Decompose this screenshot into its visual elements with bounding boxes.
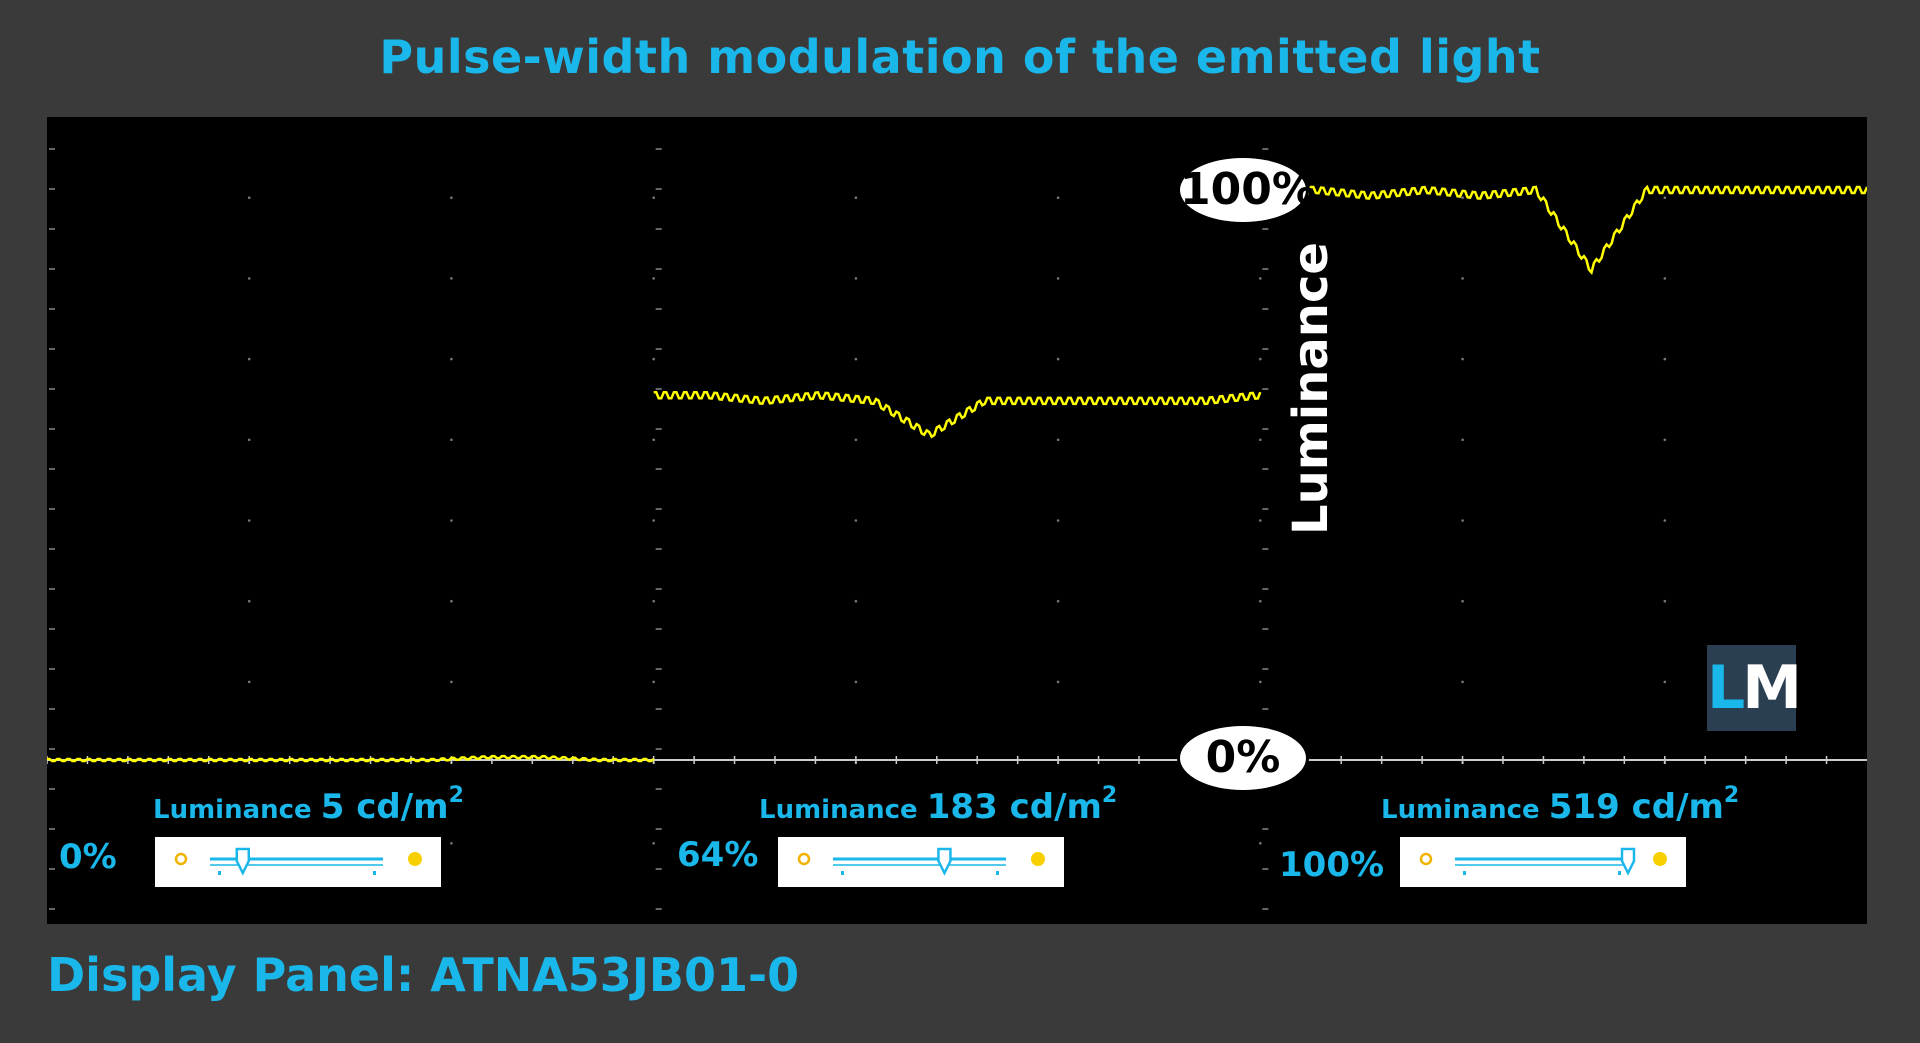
slider-graphic [174, 847, 422, 876]
grid-dot [450, 277, 453, 280]
grid-dot [1056, 277, 1060, 280]
grid-dot [247, 196, 251, 199]
grid-dot [652, 277, 655, 280]
grid-dot [450, 842, 453, 845]
grid-dot [450, 519, 453, 522]
grid-dot [1259, 842, 1262, 845]
grid-dot [1663, 680, 1667, 684]
brightness-label-3: 100% [1279, 845, 1385, 885]
slider-tick [1463, 871, 1466, 875]
grid-dot [1663, 357, 1667, 361]
brightness-slider-2 [778, 837, 1064, 887]
grid-dot [652, 196, 655, 199]
grid-dot [450, 680, 453, 684]
grid-dot [1663, 519, 1667, 522]
brightness-label-1: 0% [59, 837, 117, 877]
grid-dot [1056, 680, 1060, 684]
slider-knob [937, 847, 952, 876]
grid-dot [1056, 519, 1060, 522]
y-axis-label: Luminance [1283, 242, 1339, 535]
slider-tick [996, 871, 999, 875]
grid-dot [652, 599, 655, 603]
sun-dim-icon [1419, 852, 1433, 866]
slider-tick [1618, 871, 1621, 875]
oscilloscope-plot: 100% 0% Luminance LM Luminance 5 cd/m2 0… [47, 117, 1867, 924]
grid-dot [652, 680, 655, 684]
grid-dot [1663, 438, 1667, 442]
chart-title: Pulse-width modulation of the emitted li… [379, 30, 1541, 84]
grid-dot [450, 196, 453, 199]
grid-dot [1461, 438, 1464, 442]
grid-dot [854, 277, 858, 280]
grid-dot [1259, 519, 1262, 522]
grid-dot [1259, 599, 1262, 603]
slider-tick [218, 871, 221, 875]
brightness-label-2: 64% [677, 835, 759, 875]
luminance-label-3: Luminance 519 cd/m2 [1381, 783, 1740, 827]
grid-dot [1056, 196, 1060, 199]
display-panel-label: Display Panel: ATNA53JB01-0 [47, 948, 800, 1002]
grid-dot [1461, 357, 1464, 361]
grid-dot [450, 357, 453, 361]
trace-line-1 [47, 754, 655, 763]
sun-bright-icon [408, 852, 422, 866]
grid-dot [1461, 277, 1464, 280]
slider-tick [841, 871, 844, 875]
y-zero-label: 0% [1177, 723, 1309, 793]
brightness-slider-1 [155, 837, 441, 887]
grid-dot [247, 680, 251, 684]
grid-dot [1461, 519, 1464, 522]
grid-dot [854, 680, 858, 684]
slider-knob [1620, 847, 1636, 876]
sun-bright-icon [1031, 852, 1045, 866]
grid-dot [854, 196, 858, 199]
plot-svg [47, 148, 1867, 910]
grid-dot [247, 277, 251, 280]
grid-dot [247, 357, 251, 361]
brightness-slider-3 [1400, 837, 1686, 887]
grid-dot [652, 357, 655, 361]
grid-dot [247, 599, 251, 603]
lm-logo: LM [1707, 645, 1802, 731]
grid-dot [652, 438, 655, 442]
slider-graphic [1419, 847, 1667, 876]
luminance-label-1: Luminance 5 cd/m2 [153, 783, 464, 827]
sun-bright-icon [1653, 852, 1667, 866]
trace-line-3 [1260, 184, 1867, 276]
grid-dot [450, 599, 453, 603]
grid-dot [854, 519, 858, 522]
grid-dot [652, 842, 655, 845]
grid-dot [1259, 357, 1262, 361]
grid-dot [1056, 357, 1060, 361]
grid-dot [1259, 277, 1262, 280]
grid-dot [247, 438, 251, 442]
grid-dot [1056, 438, 1060, 442]
grid-dot [1663, 196, 1667, 199]
grid-dot [1461, 196, 1464, 199]
grid-dot [1663, 599, 1667, 603]
grid-dot [1461, 599, 1464, 603]
grid-dot [1259, 438, 1262, 442]
grid-dot [854, 599, 858, 603]
grid-dot [1461, 680, 1464, 684]
grid-dot [854, 357, 858, 361]
y-top-label: 100% [1177, 155, 1316, 225]
luminance-label-2: Luminance 183 cd/m2 [759, 783, 1118, 827]
grid-dot [652, 519, 655, 522]
grid-dot [450, 438, 453, 442]
slider-tick [373, 871, 376, 875]
grid-dot [247, 519, 251, 522]
grid-dot [1663, 277, 1667, 280]
grid-dot [1259, 680, 1262, 684]
trace-line-2 [653, 390, 1262, 439]
grid-dot [1056, 599, 1060, 603]
sun-dim-icon [797, 852, 811, 866]
sun-dim-icon [174, 852, 188, 866]
grid-dot [854, 438, 858, 442]
slider-knob [235, 847, 251, 876]
slider-graphic [797, 847, 1045, 876]
